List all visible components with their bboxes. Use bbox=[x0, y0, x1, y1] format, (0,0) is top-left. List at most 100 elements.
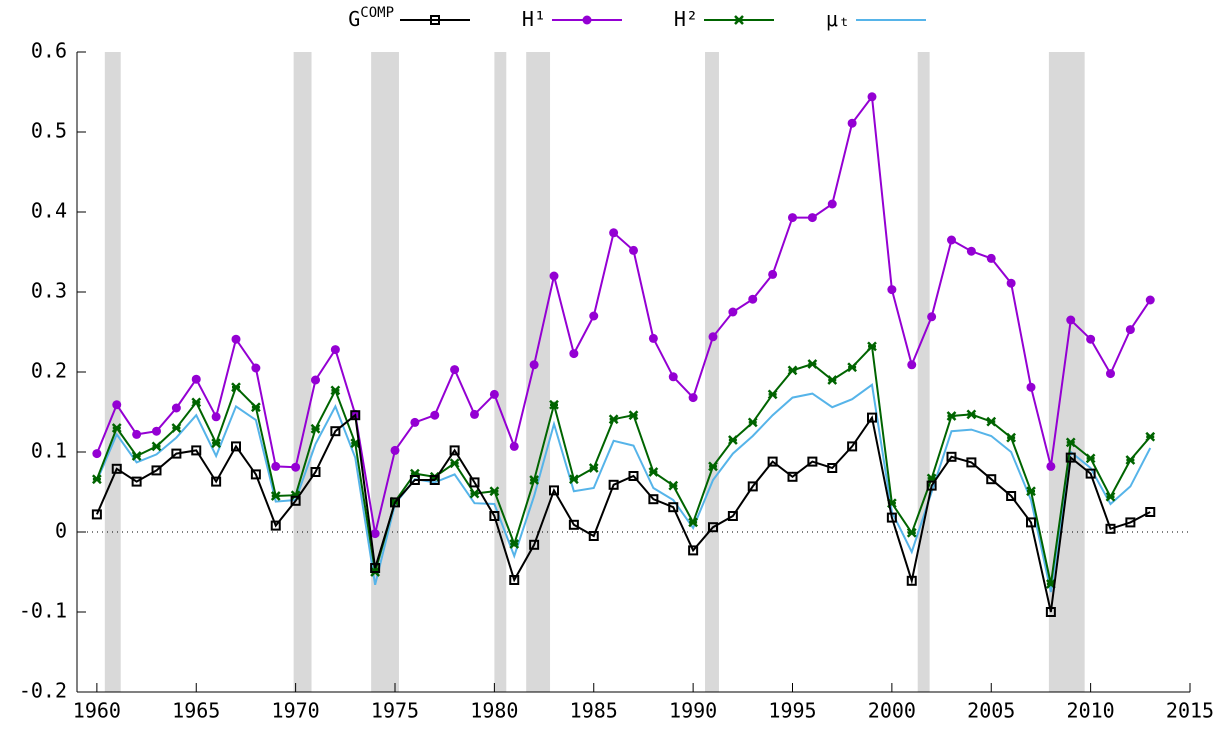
marker bbox=[211, 476, 222, 487]
marker bbox=[568, 519, 579, 530]
marker bbox=[549, 271, 559, 281]
x-tick-label: 1970 bbox=[272, 699, 320, 723]
marker bbox=[429, 475, 440, 485]
marker bbox=[330, 426, 341, 437]
marker bbox=[191, 374, 201, 384]
marker bbox=[668, 480, 679, 491]
marker bbox=[111, 423, 122, 433]
marker bbox=[1006, 432, 1017, 443]
marker bbox=[688, 393, 698, 403]
marker bbox=[291, 462, 301, 472]
marker bbox=[1065, 437, 1076, 448]
marker bbox=[1065, 452, 1076, 463]
legend-superscript: COMP bbox=[360, 5, 394, 21]
x-tick-label: 1980 bbox=[470, 699, 518, 723]
marker bbox=[549, 399, 559, 410]
y-tick-label: -0.1 bbox=[19, 599, 67, 623]
marker bbox=[1105, 523, 1116, 534]
marker bbox=[708, 522, 718, 533]
marker bbox=[807, 359, 818, 369]
x-tick-label: 2000 bbox=[868, 699, 916, 723]
marker bbox=[986, 253, 996, 263]
legend-marker bbox=[734, 15, 744, 25]
marker bbox=[887, 285, 897, 295]
recession-band bbox=[705, 52, 719, 692]
marker bbox=[489, 486, 500, 497]
marker bbox=[827, 375, 838, 385]
marker bbox=[608, 414, 619, 425]
legend-name: H¹ bbox=[522, 7, 546, 31]
marker bbox=[549, 485, 559, 496]
marker bbox=[589, 311, 599, 321]
marker bbox=[628, 471, 639, 481]
x-tick-label: 1975 bbox=[371, 699, 419, 723]
marker bbox=[966, 457, 977, 468]
legend-name: G bbox=[348, 7, 360, 31]
marker bbox=[628, 410, 639, 421]
marker bbox=[509, 441, 519, 451]
marker bbox=[1145, 431, 1156, 442]
y-tick-label: 0.2 bbox=[31, 359, 67, 383]
marker bbox=[390, 497, 400, 508]
marker bbox=[171, 403, 181, 413]
legend-label: H¹ bbox=[522, 7, 546, 31]
marker bbox=[290, 495, 301, 506]
marker bbox=[688, 517, 699, 528]
y-tick-label: 0.6 bbox=[31, 39, 67, 63]
marker bbox=[211, 412, 221, 422]
legend-label: H² bbox=[674, 7, 698, 31]
marker bbox=[946, 451, 957, 462]
x-tick-label: 2005 bbox=[967, 699, 1015, 723]
marker bbox=[191, 397, 202, 408]
marker bbox=[569, 349, 579, 359]
marker bbox=[787, 365, 798, 376]
marker bbox=[727, 435, 738, 445]
marker bbox=[688, 545, 699, 556]
marker bbox=[350, 410, 361, 421]
marker bbox=[1085, 468, 1096, 479]
marker bbox=[370, 529, 380, 539]
marker bbox=[966, 246, 976, 256]
x-tick-label: 1985 bbox=[570, 699, 618, 723]
marker bbox=[152, 426, 161, 436]
marker bbox=[1125, 517, 1136, 528]
marker bbox=[787, 471, 798, 482]
marker bbox=[91, 509, 102, 520]
marker bbox=[271, 461, 281, 471]
marker bbox=[827, 463, 838, 473]
marker bbox=[469, 488, 480, 499]
marker bbox=[946, 411, 957, 421]
marker bbox=[370, 563, 381, 573]
marker bbox=[231, 441, 241, 452]
marker bbox=[470, 409, 479, 419]
marker bbox=[708, 332, 718, 342]
marker bbox=[648, 333, 658, 343]
marker bbox=[728, 307, 738, 317]
x-tick-label: 1995 bbox=[768, 699, 816, 723]
marker bbox=[132, 429, 142, 439]
marker bbox=[588, 463, 599, 473]
recession-band bbox=[293, 52, 312, 692]
marker bbox=[509, 539, 520, 549]
marker bbox=[270, 491, 281, 501]
marker bbox=[847, 441, 858, 452]
marker bbox=[310, 423, 321, 434]
legend-marker bbox=[430, 15, 440, 25]
marker bbox=[171, 423, 182, 433]
marker bbox=[708, 461, 718, 472]
marker bbox=[668, 372, 678, 382]
marker bbox=[529, 475, 540, 485]
marker bbox=[609, 228, 619, 238]
series-line bbox=[95, 383, 1152, 593]
marker bbox=[867, 412, 877, 423]
marker bbox=[588, 531, 599, 541]
marker bbox=[1125, 325, 1135, 335]
marker bbox=[151, 441, 162, 452]
marker bbox=[886, 512, 897, 523]
y-tick-label: 0.1 bbox=[31, 439, 67, 463]
marker bbox=[151, 465, 162, 476]
marker bbox=[926, 480, 937, 491]
marker bbox=[1086, 334, 1096, 344]
legend-name: μₜ bbox=[826, 7, 850, 31]
